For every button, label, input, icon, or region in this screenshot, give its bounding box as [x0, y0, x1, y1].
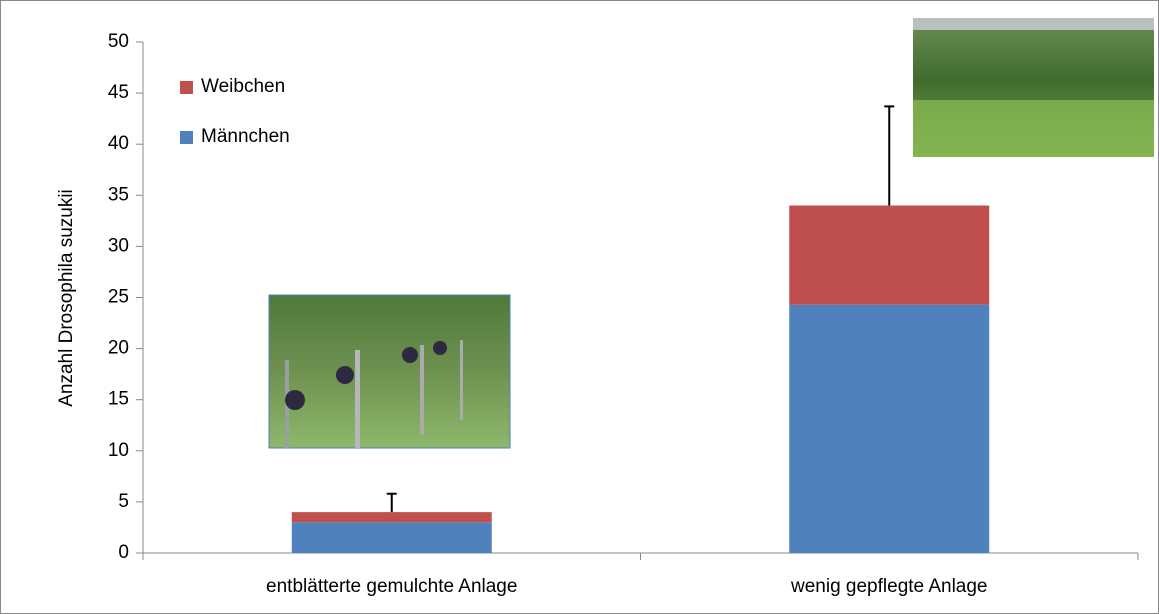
legend-label: Weibchen: [201, 76, 285, 97]
error-bar: [386, 492, 397, 513]
y-tick-label: 50: [108, 31, 129, 52]
x-tick-label: wenig gepflegte Anlage: [790, 576, 988, 597]
x-tick-label: entblätterte gemulchte Anlage: [266, 576, 517, 597]
y-tick-label: 40: [108, 133, 129, 154]
error-bar: [884, 105, 895, 206]
y-tick-label: 10: [108, 440, 129, 461]
legend-swatch: [180, 131, 193, 144]
bar-segment: [789, 205, 990, 305]
y-tick-label: 5: [118, 491, 129, 512]
bar-segment: [291, 522, 492, 553]
y-tick-label: 30: [108, 235, 129, 256]
y-tick-label: 20: [108, 338, 129, 359]
legend-label: Männchen: [201, 126, 290, 147]
legend-swatch: [180, 81, 193, 94]
y-tick-label: 25: [108, 287, 129, 308]
y-axis-label: Anzahl Drosophila suzukii: [56, 189, 77, 407]
bar-segment: [291, 512, 492, 523]
y-tick-label: 35: [108, 184, 129, 205]
photo-left: [268, 294, 511, 449]
y-tick-label: 45: [108, 82, 129, 103]
y-tick-label: 15: [108, 389, 129, 410]
bar-segment: [789, 304, 990, 553]
y-tick-label: 0: [118, 542, 129, 563]
photo-right: [913, 18, 1154, 157]
